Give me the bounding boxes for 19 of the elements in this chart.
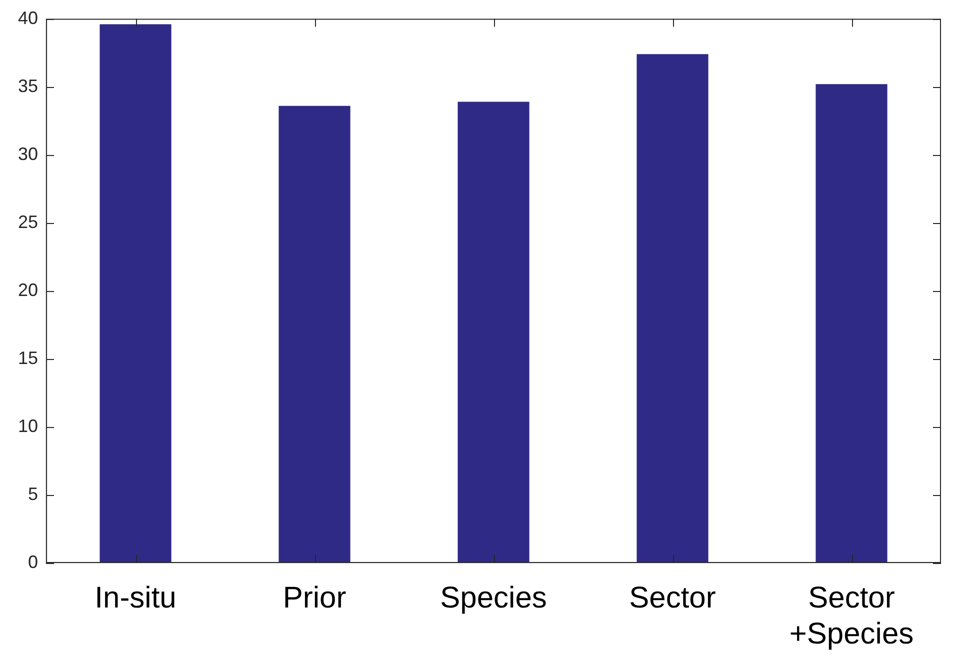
- y-tick-label: 40: [18, 8, 38, 28]
- x-tick-label: Species: [440, 581, 547, 614]
- bar: [636, 54, 708, 563]
- x-tick-label: Prior: [282, 581, 346, 614]
- y-tick-label: 5: [28, 484, 38, 504]
- y-tick-label: 10: [18, 416, 38, 436]
- y-tick-label: 0: [28, 552, 38, 572]
- y-tick-label: 25: [18, 212, 38, 232]
- bar: [816, 84, 888, 563]
- bar: [458, 102, 530, 563]
- y-tick-label: 35: [18, 76, 38, 96]
- x-tick-label: Sector: [629, 581, 716, 614]
- x-tick-label: Sector +Species: [789, 581, 914, 650]
- x-tick-label: In-situ: [94, 581, 176, 614]
- y-tick-label: 15: [18, 348, 38, 368]
- bar: [100, 24, 172, 563]
- y-tick-label: 30: [18, 144, 38, 164]
- bar: [278, 106, 350, 563]
- y-tick-label: 20: [18, 280, 38, 300]
